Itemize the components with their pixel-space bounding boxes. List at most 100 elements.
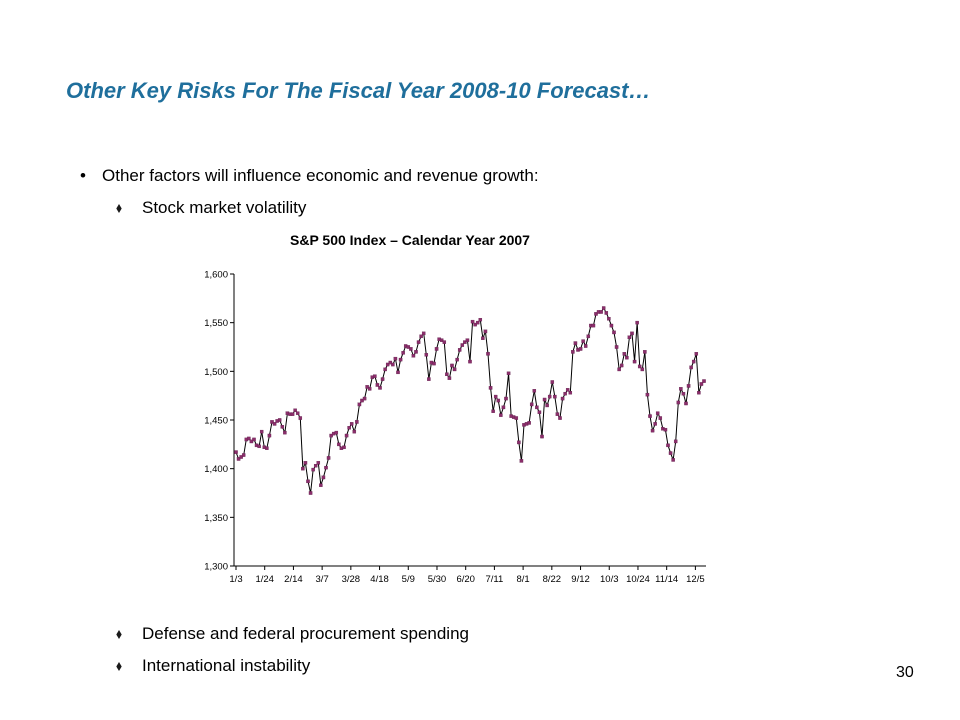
data-point [504, 396, 508, 401]
y-tick-label: 1,550 [204, 318, 228, 329]
data-point [573, 341, 578, 345]
data-point [455, 357, 459, 362]
series-line-segment [533, 390, 538, 408]
main-bullet: • Other factors will influence economic … [80, 166, 539, 186]
data-point [658, 416, 663, 420]
x-tick-label: 9/12 [571, 574, 590, 585]
series-line-segment [649, 416, 654, 431]
series-line-segment [284, 413, 288, 433]
diamond-bullet-icon [116, 629, 122, 639]
x-tick-label: 3/7 [316, 574, 329, 585]
data-point [427, 377, 431, 381]
series-line-segment [626, 337, 630, 358]
y-tick-labels: 1,300 1,350 1,400 1,450 1,500 1,550 1,600 [204, 270, 228, 573]
series-line-segment [551, 381, 556, 397]
data-point [488, 386, 493, 390]
series-line-segment [423, 333, 427, 355]
data-point [571, 350, 575, 354]
x-tick-label: 10/24 [626, 574, 650, 585]
data-point [676, 400, 681, 405]
series-line-segment [646, 394, 651, 417]
data-point [349, 422, 354, 426]
x-tick-labels: 1/3 1/24 2/14 3/7 3/28 4/18 5/9 5/30 6/20 7/11 8/1… [229, 574, 704, 585]
data-point [290, 412, 295, 416]
data-point [673, 439, 678, 444]
series-line-segment [587, 325, 592, 337]
data-point [321, 475, 326, 480]
data-point [398, 357, 403, 362]
data-point [388, 360, 393, 365]
data-point [681, 391, 686, 396]
data-point [643, 350, 647, 354]
series-line-segment [307, 481, 312, 494]
data-point [236, 457, 241, 461]
data-point [560, 396, 565, 401]
data-point [298, 416, 303, 420]
x-tick-label: 3/28 [342, 574, 361, 585]
chart-points [234, 306, 706, 495]
data-point [578, 347, 583, 351]
series-line-segment [490, 387, 494, 412]
x-tick-label: 11/14 [655, 574, 678, 585]
data-point [686, 384, 691, 388]
data-point [391, 362, 395, 367]
data-point [319, 483, 323, 487]
series-line-segment [531, 390, 535, 405]
data-point [272, 422, 277, 426]
data-point [326, 456, 331, 460]
data-point [645, 392, 650, 397]
series-line-segment [487, 353, 492, 388]
data-point [424, 353, 429, 357]
data-point [506, 371, 511, 376]
data-point [270, 420, 274, 424]
series-line-segment [518, 442, 522, 461]
data-point [478, 317, 483, 322]
series-line-segment [641, 351, 646, 370]
data-point [625, 355, 629, 360]
data-point [586, 334, 591, 339]
series-line-segment [343, 435, 348, 448]
data-point [594, 312, 598, 316]
series-line-segment [428, 362, 432, 380]
data-point [581, 339, 585, 343]
series-line-segment [492, 396, 497, 412]
sub-bullet-defense: Defense and federal procurement spending [116, 624, 469, 644]
data-point [473, 322, 477, 327]
data-point [303, 461, 308, 465]
data-point [373, 374, 377, 378]
data-point [434, 347, 439, 351]
series-line-segment [443, 342, 448, 375]
data-point [396, 370, 400, 375]
series-line-segment [613, 332, 618, 348]
x-tick-label: 1/24 [255, 574, 274, 585]
series-line-segment [515, 418, 520, 443]
data-point [265, 446, 269, 450]
data-point [591, 323, 596, 328]
data-point [421, 331, 426, 336]
data-point [311, 467, 315, 472]
data-point [640, 367, 645, 372]
series-line-segment [675, 402, 679, 442]
data-point [383, 367, 387, 372]
data-point [378, 386, 382, 390]
data-point [241, 453, 246, 457]
data-point [277, 418, 282, 422]
data-point [342, 445, 346, 450]
x-tick-label: 8/1 [517, 574, 530, 585]
x-tick-label: 1/3 [229, 574, 242, 585]
data-point [460, 343, 465, 347]
series-line-segment [695, 353, 700, 393]
series-line-segment [569, 351, 574, 393]
data-point [565, 388, 570, 392]
chart-title: S&P 500 Index – Calendar Year 2007 [290, 232, 530, 248]
series-line-segment [484, 331, 489, 354]
data-point [252, 437, 256, 442]
diamond-bullet-icon [116, 661, 122, 671]
main-bullet-text: Other factors will influence economic an… [102, 166, 539, 185]
series-line-segment [310, 469, 314, 494]
data-point [452, 367, 457, 372]
series-line-segment [677, 388, 682, 403]
data-point [612, 330, 616, 335]
data-point [568, 390, 573, 395]
